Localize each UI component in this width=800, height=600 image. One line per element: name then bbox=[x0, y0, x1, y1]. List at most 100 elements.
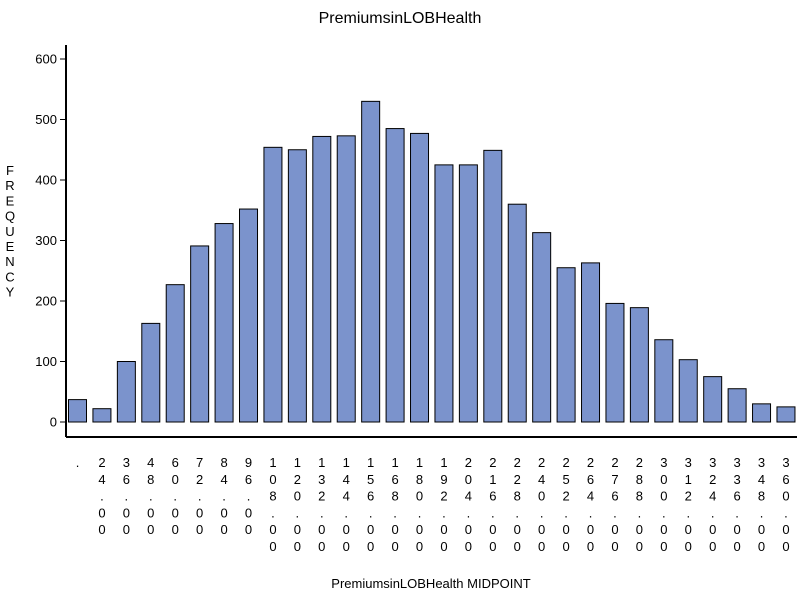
x-tick-label: 252.00 bbox=[562, 455, 569, 554]
x-tick-char: 0 bbox=[489, 522, 496, 537]
x-tick-char: 0 bbox=[294, 522, 301, 537]
x-tick-char: 0 bbox=[489, 539, 496, 554]
x-tick-char: 0 bbox=[98, 505, 105, 520]
x-tick-label: 24.00 bbox=[98, 455, 105, 537]
x-tick-char: . bbox=[711, 505, 715, 520]
x-tick-char: 2 bbox=[489, 455, 496, 470]
x-tick-char: 2 bbox=[294, 472, 301, 487]
x-tick-char: 0 bbox=[562, 522, 569, 537]
x-tick-char: 1 bbox=[269, 455, 276, 470]
x-tick-char: . bbox=[442, 505, 446, 520]
x-tick-char: 2 bbox=[562, 455, 569, 470]
x-tick-char: 2 bbox=[318, 489, 325, 504]
x-tick-char: . bbox=[784, 505, 788, 520]
bar bbox=[68, 399, 87, 423]
x-tick-char: 0 bbox=[611, 522, 618, 537]
bar bbox=[141, 322, 161, 423]
x-tick-char: 8 bbox=[514, 489, 521, 504]
x-tick-char: . bbox=[686, 505, 690, 520]
x-tick-char: 4 bbox=[220, 472, 227, 487]
x-tick-char: . bbox=[638, 505, 642, 520]
x-tick-char: 2 bbox=[514, 472, 521, 487]
bar bbox=[263, 146, 283, 423]
x-tick-char: . bbox=[369, 505, 373, 520]
x-tick-label: 36.00 bbox=[123, 455, 130, 537]
x-tick-char: 0 bbox=[269, 522, 276, 537]
y-axis-label-letter: N bbox=[5, 254, 14, 269]
bar bbox=[434, 164, 454, 423]
x-tick-char: 0 bbox=[220, 522, 227, 537]
y-tick-label: 400 bbox=[35, 173, 57, 188]
bar bbox=[556, 267, 576, 423]
y-axis-label-letter: C bbox=[5, 269, 14, 284]
x-tick-char: 6 bbox=[782, 472, 789, 487]
y-axis-label-letter: Y bbox=[6, 285, 15, 300]
x-tick-char: . bbox=[198, 489, 202, 504]
x-tick-char: 0 bbox=[294, 539, 301, 554]
x-tick-char: 2 bbox=[636, 455, 643, 470]
x-tick-label: 192.00 bbox=[440, 455, 447, 554]
x-tick-char: 1 bbox=[318, 455, 325, 470]
x-tick-char: 3 bbox=[733, 455, 740, 470]
x-axis-label: PremiumsinLOBHealth MIDPOINT bbox=[331, 576, 530, 591]
bar bbox=[483, 149, 503, 423]
x-tick-char: 3 bbox=[685, 455, 692, 470]
bar bbox=[92, 408, 112, 423]
x-tick-char: 0 bbox=[758, 539, 765, 554]
x-tick-label: 264.00 bbox=[587, 455, 594, 554]
bar bbox=[605, 302, 625, 423]
bar bbox=[214, 223, 234, 423]
x-tick-char: . bbox=[173, 489, 177, 504]
y-tick-label: 500 bbox=[35, 112, 57, 127]
x-tick-char: 8 bbox=[220, 455, 227, 470]
x-tick-char: 4 bbox=[343, 472, 350, 487]
x-tick-char: 2 bbox=[440, 489, 447, 504]
x-tick-char: 0 bbox=[318, 522, 325, 537]
x-tick-char: 4 bbox=[758, 472, 765, 487]
x-tick-char: 1 bbox=[685, 472, 692, 487]
x-tick-label: 276.00 bbox=[611, 455, 618, 554]
y-axis-ticks: 0 100 200 300 400 500 600 bbox=[35, 52, 66, 430]
x-tick-char: . bbox=[271, 505, 275, 520]
x-tick-char: 0 bbox=[416, 489, 423, 504]
bars bbox=[68, 100, 796, 423]
x-tick-char: 4 bbox=[147, 455, 154, 470]
y-tick-label: 100 bbox=[35, 354, 57, 369]
x-tick-char: 3 bbox=[709, 455, 716, 470]
x-tick-char: 0 bbox=[245, 505, 252, 520]
x-tick-label: 240.00 bbox=[538, 455, 545, 554]
x-tick-char: 2 bbox=[465, 455, 472, 470]
x-tick-char: 0 bbox=[685, 539, 692, 554]
bar bbox=[703, 376, 723, 423]
bar bbox=[190, 245, 210, 423]
x-tick-char: 0 bbox=[782, 489, 789, 504]
y-tick-label: 200 bbox=[35, 294, 57, 309]
x-tick-char: 0 bbox=[660, 472, 667, 487]
y-axis-label-letter: R bbox=[5, 178, 14, 193]
x-tick-char: 0 bbox=[465, 539, 472, 554]
y-axis-label-letter: F bbox=[6, 163, 14, 178]
x-tick-label: 288.00 bbox=[636, 455, 643, 554]
x-tick-label: 180.00 bbox=[416, 455, 423, 554]
x-tick-char: 0 bbox=[709, 522, 716, 537]
x-tick-char: 5 bbox=[562, 472, 569, 487]
bar bbox=[507, 203, 527, 423]
x-tick-char: 1 bbox=[294, 455, 301, 470]
x-tick-label: 300.00 bbox=[660, 455, 667, 554]
x-tick-char: 4 bbox=[465, 489, 472, 504]
x-tick-char: 4 bbox=[709, 489, 716, 504]
x-tick-char: 0 bbox=[611, 539, 618, 554]
x-tick-char: 8 bbox=[269, 489, 276, 504]
x-tick-char: 1 bbox=[343, 455, 350, 470]
x-tick-char: . bbox=[125, 489, 129, 504]
x-tick-char: 6 bbox=[367, 489, 374, 504]
x-tick-char: 2 bbox=[196, 472, 203, 487]
x-tick-char: 6 bbox=[123, 472, 130, 487]
x-tick-char: . bbox=[76, 455, 80, 470]
x-tick-char: 8 bbox=[416, 472, 423, 487]
x-tick-char: 8 bbox=[636, 489, 643, 504]
x-tick-char: 0 bbox=[538, 489, 545, 504]
bar bbox=[629, 307, 649, 423]
bar bbox=[654, 339, 674, 423]
x-tick-char: 0 bbox=[440, 522, 447, 537]
